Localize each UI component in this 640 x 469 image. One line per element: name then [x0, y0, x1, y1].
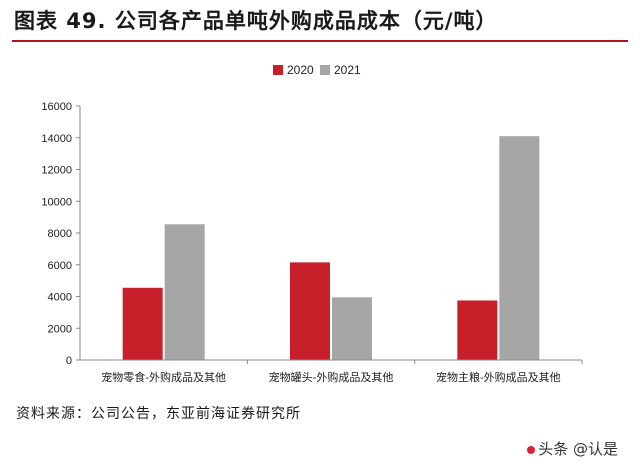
y-tick-label: 16000 — [41, 101, 72, 113]
y-tick-label: 10000 — [41, 196, 72, 208]
page-title: 图表 49. 公司各产品单吨外购成品成本（元/吨） — [14, 9, 498, 33]
bar-2021-2 — [499, 136, 540, 360]
bar-chart: 2020 2021 0 2000 4000 6000 8000 10000 12000 140… — [41, 63, 583, 384]
bar-2020-2 — [457, 300, 498, 360]
y-tick-label: 12000 — [41, 165, 72, 177]
x-axis: 宠物零食-外购成品及其他 宠物罐头-外购成品及其他 宠物主粮-外购成品及其他 — [80, 359, 583, 384]
y-tick-label: 0 — [66, 355, 72, 367]
x-category-label: 宠物主粮-外购成品及其他 — [436, 370, 561, 384]
legend-label-2020: 2020 — [287, 63, 314, 77]
bar-2020-1 — [290, 262, 330, 360]
watermark-logo-icon — [527, 445, 536, 454]
bar-2021-0 — [164, 224, 205, 360]
watermark: 头条 @认是 — [527, 438, 618, 459]
y-tick-label: 8000 — [48, 228, 72, 240]
bars — [122, 136, 540, 360]
chart-legend: 2020 2021 — [273, 63, 361, 77]
legend-label-2021: 2021 — [334, 63, 361, 77]
y-tick-label: 4000 — [48, 292, 72, 304]
source-note: 资料来源：公司公告，东亚前海证券研究所 — [16, 406, 301, 422]
x-category-label: 宠物罐头-外购成品及其他 — [269, 370, 394, 384]
legend-swatch-2021 — [320, 65, 330, 75]
title-rule — [12, 40, 628, 42]
bar-2021-1 — [332, 297, 372, 360]
x-category-label: 宠物零食-外购成品及其他 — [101, 370, 226, 384]
legend-swatch-2020 — [273, 65, 283, 75]
bar-2020-0 — [122, 287, 163, 360]
watermark-text: 头条 @认是 — [538, 440, 618, 458]
y-axis: 0 2000 4000 6000 8000 10000 12000 14000 16000 — [41, 101, 81, 367]
y-tick-label: 14000 — [41, 133, 72, 145]
y-tick-label: 2000 — [48, 323, 72, 335]
y-tick-label: 6000 — [48, 260, 72, 272]
